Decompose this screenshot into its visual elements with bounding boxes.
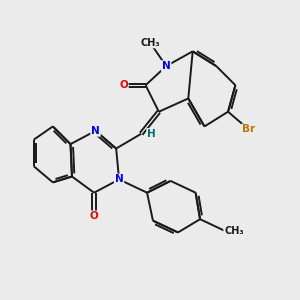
Text: N: N bbox=[115, 174, 124, 184]
Text: O: O bbox=[90, 211, 98, 221]
Text: CH₃: CH₃ bbox=[140, 38, 160, 47]
Text: O: O bbox=[119, 80, 128, 90]
Text: N: N bbox=[162, 61, 171, 71]
Text: Br: Br bbox=[242, 124, 255, 134]
Text: H: H bbox=[147, 129, 156, 139]
Text: CH₃: CH₃ bbox=[224, 226, 244, 236]
Text: N: N bbox=[91, 126, 100, 136]
